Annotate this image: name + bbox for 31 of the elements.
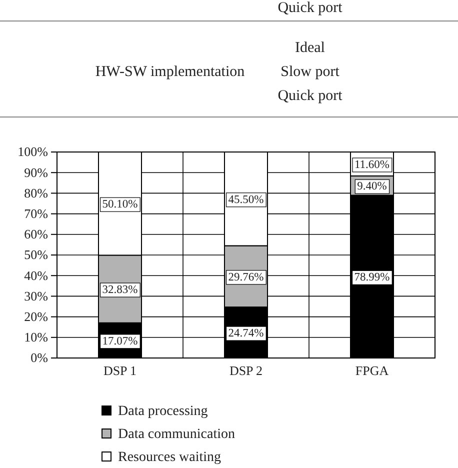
y-tick-label: 10% [24,330,48,345]
y-tick-label: 100% [18,144,48,160]
data-label: 24.74% [228,328,264,340]
data-label: 29.76% [228,271,264,284]
data-label: 45.50% [228,194,264,206]
text: Ideal [295,40,325,56]
y-tick-label: 80% [24,185,48,200]
y-tick-label: 70% [24,206,48,221]
legend-label: Resources waiting [118,450,222,465]
legend-label: Data processing [118,404,208,419]
data-label: 50.10% [102,198,138,211]
data-label: 11.60% [354,158,390,171]
y-tick-label: 20% [24,308,48,324]
text: Slow port [280,64,340,80]
y-tick-label: 50% [24,247,48,262]
data-label: 17.07% [102,335,138,348]
legend-label: Data communication [118,427,236,442]
x-tick-label: DSP 2 [229,363,263,378]
text: HW-SW implementation [95,64,246,80]
y-tick-label: 90% [24,164,48,180]
data-label: 9.40% [357,180,388,193]
data-label: 32.83% [102,284,138,296]
y-tick-label: 40% [24,268,48,283]
y-tick-label: 30% [24,288,48,304]
x-tick-label: DSP 1 [103,363,137,378]
y-tick-label: 60% [24,226,48,242]
text: Quick port [278,0,344,16]
data-label: 78.99% [354,272,390,284]
x-tick-label: FPGA [355,363,390,378]
text: Quick port [278,88,344,104]
y-tick-label: 0% [30,350,48,366]
